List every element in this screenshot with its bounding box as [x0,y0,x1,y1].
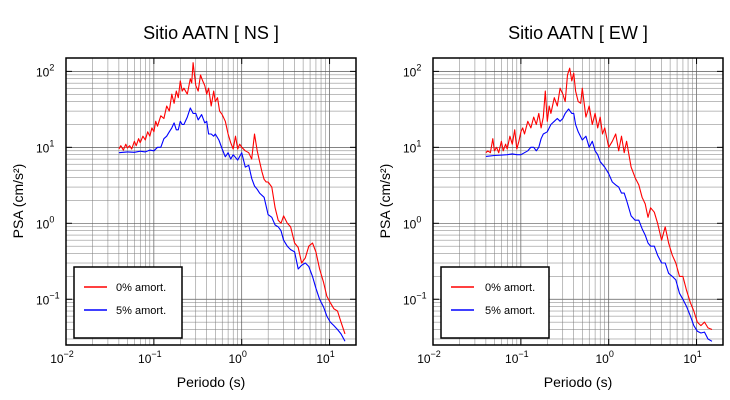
y-tick-label: 100 [403,214,421,231]
y-tick-exponent: −1 [49,290,59,300]
x-tick-exponent: 1 [697,349,702,359]
y-tick-exponent: 2 [49,62,54,72]
series-line-1 [485,108,713,342]
y-tick-label: 10−1 [36,290,60,307]
legend-box [440,266,550,339]
y-tick-exponent: −1 [416,290,426,300]
series-group [485,67,713,342]
y-tick-label: 101 [36,138,54,155]
legend: 0% amort. 5% amort. [73,266,183,339]
x-tick-label: 101 [316,349,334,366]
x-tick-label: 100 [229,349,247,366]
legend-label-0: 0% amort. [485,282,535,294]
series-line-0 [118,62,346,335]
y-axis-label: PSA (cm/s²) [10,164,26,239]
x-tick-label: 10−2 [417,349,441,366]
y-tick-exponent: 2 [416,62,421,72]
series-line-0 [485,67,713,331]
y-tick-exponent: 0 [416,214,421,224]
x-tick-exponent: −1 [518,349,528,359]
legend-label-1: 5% amort. [485,305,535,317]
y-tick-label: 10−1 [403,290,427,307]
x-tick-label: 101 [683,349,701,366]
y-tick-exponent: 1 [49,138,54,148]
y-tick-exponent: 1 [416,138,421,148]
y-tick-exponent: 0 [49,214,54,224]
chart-title: Sitio AATN [ NS ] [143,23,279,43]
x-tick-label: 100 [596,349,614,366]
plot-frame [432,57,724,346]
x-tick-exponent: 1 [330,349,335,359]
x-tick-label: 10−2 [50,349,74,366]
x-tick-label: 10−1 [505,349,529,366]
series-group [118,62,346,342]
y-tick-label: 102 [403,62,421,79]
legend-box [73,266,183,339]
legend: 0% amort. 5% amort. [440,266,550,339]
x-axis-label: Periodo (s) [544,374,612,390]
legend-label-1: 5% amort. [116,305,166,317]
series-line-1 [118,107,346,342]
legend-label-0: 0% amort. [116,282,166,294]
y-tick-label: 102 [36,62,54,79]
x-tick-exponent: 0 [609,349,614,359]
y-tick-label: 100 [36,214,54,231]
x-tick-exponent: −2 [431,349,441,359]
x-tick-exponent: −2 [64,349,74,359]
x-axis-label: Periodo (s) [177,374,245,390]
y-tick-label: 101 [403,138,421,155]
chart-title: Sitio AATN [ EW ] [508,23,648,43]
plot-frame [65,57,357,346]
x-tick-exponent: −1 [151,349,161,359]
y-axis-label: PSA (cm/s²) [377,164,393,239]
x-tick-label: 10−1 [138,349,162,366]
x-tick-exponent: 0 [242,349,247,359]
